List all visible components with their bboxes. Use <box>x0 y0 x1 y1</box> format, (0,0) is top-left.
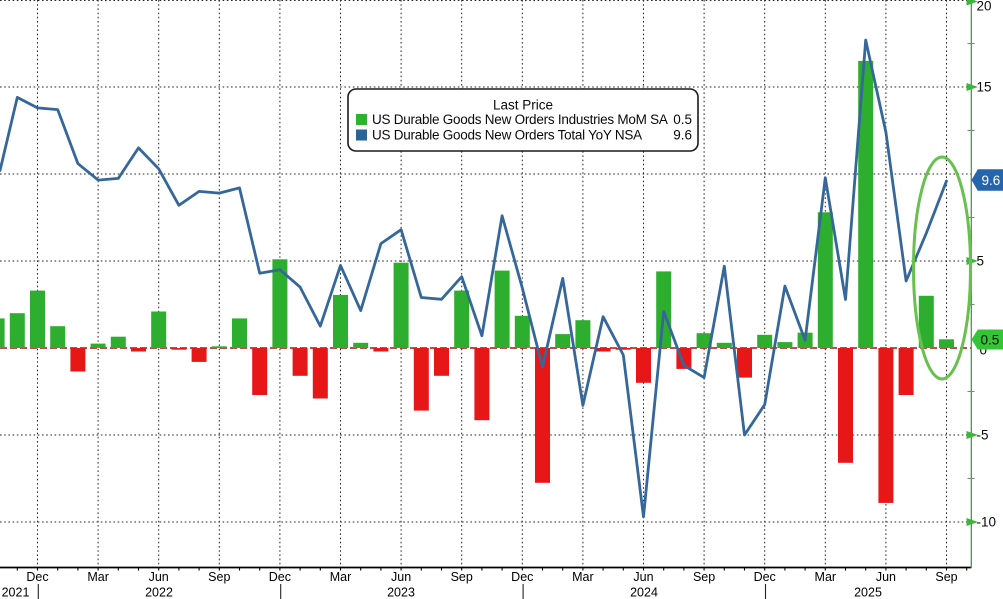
svg-text:Jun: Jun <box>149 570 169 584</box>
svg-text:Mar: Mar <box>815 570 837 584</box>
svg-text:2022: 2022 <box>145 586 173 599</box>
svg-text:Dec: Dec <box>511 570 533 584</box>
svg-text:Last Price: Last Price <box>493 98 553 113</box>
svg-text:15: 15 <box>977 80 992 95</box>
svg-text:-5: -5 <box>977 428 989 443</box>
svg-text:9.6: 9.6 <box>982 173 1001 188</box>
svg-text:Dec: Dec <box>26 570 48 584</box>
svg-text:Mar: Mar <box>330 570 352 584</box>
svg-text:0.5: 0.5 <box>981 332 1000 347</box>
svg-text:Mar: Mar <box>87 570 109 584</box>
svg-text:Sep: Sep <box>693 570 715 584</box>
svg-text:Sep: Sep <box>935 570 957 584</box>
svg-text:Jun: Jun <box>876 570 896 584</box>
svg-text:0: 0 <box>980 343 988 358</box>
svg-text:US Durable Goods New Orders To: US Durable Goods New Orders Total YoY NS… <box>372 128 642 143</box>
svg-text:5: 5 <box>977 254 985 269</box>
svg-text:-10: -10 <box>977 515 997 530</box>
svg-text:9.6: 9.6 <box>673 128 692 143</box>
svg-text:2021: 2021 <box>2 586 30 599</box>
svg-text:Mar: Mar <box>572 570 594 584</box>
svg-text:Dec: Dec <box>269 570 291 584</box>
svg-text:2025: 2025 <box>854 586 882 599</box>
svg-text:0.5: 0.5 <box>673 112 692 127</box>
svg-text:2023: 2023 <box>387 586 415 599</box>
svg-text:Sep: Sep <box>208 570 230 584</box>
svg-text:Dec: Dec <box>754 570 776 584</box>
svg-text:Jun: Jun <box>633 570 653 584</box>
svg-text:Sep: Sep <box>451 570 473 584</box>
svg-text:US Durable Goods New Orders In: US Durable Goods New Orders Industries M… <box>372 112 668 127</box>
svg-text:2024: 2024 <box>630 586 658 599</box>
svg-text:20: 20 <box>977 0 992 14</box>
svg-text:Jun: Jun <box>391 570 411 584</box>
